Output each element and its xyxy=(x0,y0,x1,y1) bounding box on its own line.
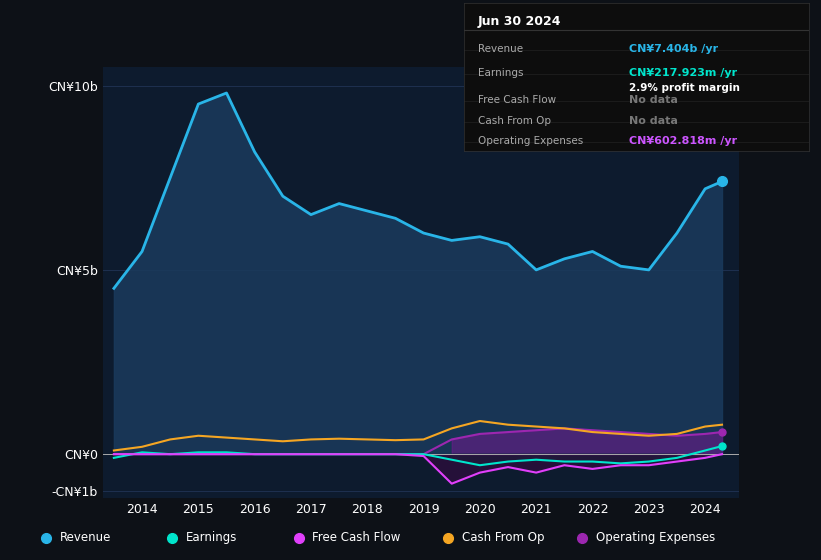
Text: Revenue: Revenue xyxy=(60,531,111,544)
Text: Operating Expenses: Operating Expenses xyxy=(596,531,715,544)
Text: Revenue: Revenue xyxy=(478,44,523,54)
Text: Earnings: Earnings xyxy=(186,531,237,544)
Text: CN¥602.818m /yr: CN¥602.818m /yr xyxy=(630,137,737,146)
Text: Free Cash Flow: Free Cash Flow xyxy=(478,95,556,105)
Text: No data: No data xyxy=(630,115,678,125)
Text: Cash From Op: Cash From Op xyxy=(478,115,551,125)
Text: Jun 30 2024: Jun 30 2024 xyxy=(478,15,562,27)
Text: Earnings: Earnings xyxy=(478,68,523,78)
Text: No data: No data xyxy=(630,95,678,105)
Text: Free Cash Flow: Free Cash Flow xyxy=(312,531,401,544)
Text: Operating Expenses: Operating Expenses xyxy=(478,137,583,146)
Text: Cash From Op: Cash From Op xyxy=(461,531,544,544)
Text: CN¥7.404b /yr: CN¥7.404b /yr xyxy=(630,44,718,54)
Text: CN¥217.923m /yr: CN¥217.923m /yr xyxy=(630,68,737,78)
Text: 2.9% profit margin: 2.9% profit margin xyxy=(630,83,741,93)
